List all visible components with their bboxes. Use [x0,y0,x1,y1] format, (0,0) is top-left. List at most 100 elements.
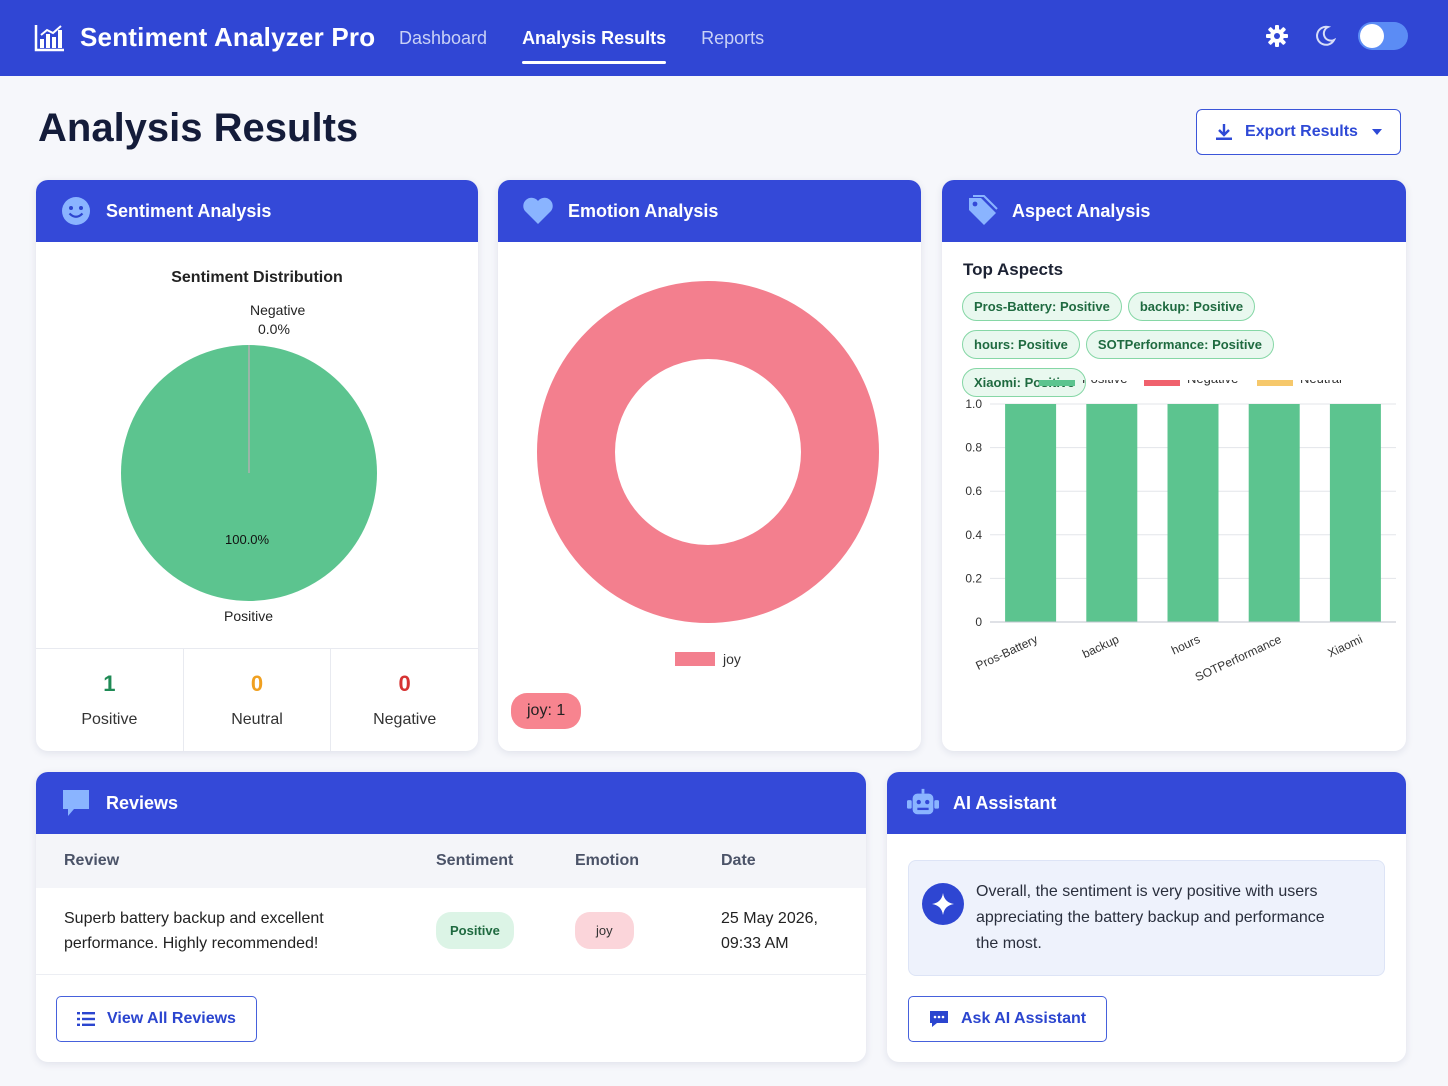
export-results-button[interactable]: Export Results [1196,109,1401,155]
stat-positive-value: 1 [103,671,116,696]
gear-icon[interactable] [1264,23,1290,49]
toggle-knob [1360,24,1384,48]
y-tick-label: 0.2 [965,571,982,585]
y-tick-label: 0 [975,615,982,629]
brand[interactable]: Sentiment Analyzer Pro [34,22,375,53]
review-date-line: 25 May 2026, [721,909,818,927]
caret-down-icon [1371,129,1382,135]
stat-neutral-label: Neutral [231,711,283,728]
ask-ai-assistant-label: Ask AI Assistant [961,1010,1087,1027]
positive-slice-label: Positive [224,608,274,624]
col-sentiment[interactable]: Sentiment [436,834,575,888]
ai-message-text: Overall, the sentiment is very positive … [976,879,1366,957]
review-text-line: Superb battery backup and excellent [64,909,324,927]
review-sentiment: Positive [436,888,575,975]
emotion-legend: joy [675,651,741,667]
negative-slice-label: Negative [250,302,306,318]
legend-swatch-negative [1144,380,1180,386]
reviews-card-header: Reviews [36,772,866,834]
review-time-line: 09:33 AM [721,934,789,952]
col-date[interactable]: Date [721,834,866,888]
sentiment-badge: Positive [436,912,514,950]
list-icon [77,1011,95,1027]
table-header-row: Review Sentiment Emotion Date [36,834,866,888]
ai-assistant-card: AI Assistant Overall, the sentiment is v… [887,772,1406,1062]
x-tick-label: hours [1169,632,1202,657]
aspect-tag: SOTPerformance: Positive [1085,330,1274,359]
stat-negative: 0 Negative [331,649,478,751]
emotion-card-title: Emotion Analysis [568,200,719,221]
chat-icon [929,1010,949,1028]
legend-label-negative: Negative [1187,380,1238,386]
bar-SOTPerformance-positive [1248,404,1300,622]
theme-toggle[interactable] [1358,22,1408,50]
aspect-tag: hours: Positive [962,330,1080,359]
sentiment-card-header: Sentiment Analysis [36,180,478,242]
nav-dashboard[interactable]: Dashboard [399,27,488,48]
app-title: Sentiment Analyzer Pro [80,22,376,52]
sentiment-analysis-card: Sentiment Analysis Sentiment Distributio… [36,180,478,751]
robot-icon [907,787,939,819]
ask-ai-assistant-button[interactable]: Ask AI Assistant [908,996,1108,1042]
ai-message-line: appreciating the battery backup and perf… [976,909,1325,926]
y-tick-label: 0.8 [965,441,982,455]
ai-card-title: AI Assistant [953,792,1057,813]
page-title: Analysis Results [38,106,359,150]
ai-card-header: AI Assistant [887,772,1406,834]
aspect-card-header: Aspect Analysis [942,180,1406,242]
stat-positive-label: Positive [81,711,138,728]
sentiment-stats-row: 1 Positive 0 Neutral 0 Negative [36,648,478,751]
bar-hours-positive [1167,404,1219,622]
y-tick-label: 0.4 [965,528,982,542]
emotion-analysis-card: Emotion Analysis joy joy: 1 [498,180,921,751]
stat-negative-value: 0 [398,671,411,696]
reviews-card-title: Reviews [106,792,179,813]
moon-icon[interactable] [1312,23,1338,49]
sentiment-chart-title: Sentiment Distribution [171,269,343,286]
bar-Pros-Battery-positive [1005,404,1057,622]
emotion-badge: joy [575,912,634,950]
tag-icon [966,195,998,227]
nav-reports[interactable]: Reports [701,27,765,48]
legend-swatch-positive [1039,380,1075,386]
nav-tools [1242,22,1408,50]
donut-slice-joy [537,281,879,623]
aspect-tag: backup: Positive [1127,292,1256,321]
review-emotion: joy [575,888,721,975]
ai-message-line: the most. [976,935,1042,952]
aspect-tags: Pros-Battery: Positive backup: Positive … [962,292,1382,406]
table-row[interactable]: Superb battery backup and excellent perf… [36,888,866,975]
review-text-line: performance. Highly recommended! [64,934,319,952]
aspect-analysis-card: Aspect Analysis Top Aspects Pros-Battery… [942,180,1406,751]
legend-swatch-neutral [1257,380,1293,386]
legend-label-neutral: Neutral [1300,380,1342,386]
ai-message-line: Overall, the sentiment is very positive … [976,883,1318,900]
top-aspects-title: Top Aspects [963,260,1064,279]
x-tick-label: backup [1080,632,1121,661]
col-review[interactable]: Review [36,834,436,888]
bar-backup-positive [1086,404,1138,622]
ai-message-box: Overall, the sentiment is very positive … [908,860,1385,976]
aspect-tag: Pros-Battery: Positive [962,292,1122,321]
emotion-card-header: Emotion Analysis [498,180,921,242]
reviews-card: Reviews Review Sentiment Emotion Date Su… [36,772,866,1062]
legend-label-positive: Positive [1082,380,1128,386]
joy-legend-swatch [675,652,715,666]
stat-neutral: 0 Neutral [184,649,332,751]
view-all-reviews-label: View All Reviews [107,1010,236,1027]
positive-slice-pct: 100.0% [225,532,270,547]
negative-slice-pct: 0.0% [258,321,290,337]
main-nav: Dashboard Analysis Results Reports [399,0,799,76]
aspect-chart-legend: Positive Negative Neutral [1039,380,1342,386]
emotion-donut-chart [537,281,879,623]
chart-logo-icon [34,24,64,51]
stat-positive: 1 Positive [36,649,184,751]
download-icon [1216,124,1233,140]
y-tick-label: 0.6 [965,484,982,498]
sentiment-card-title: Sentiment Analysis [106,200,272,221]
view-all-reviews-button[interactable]: View All Reviews [56,996,257,1042]
y-tick-label: 1.0 [965,397,982,411]
nav-analysis-results[interactable]: Analysis Results [522,0,667,76]
comment-icon [60,787,92,819]
col-emotion[interactable]: Emotion [575,834,721,888]
